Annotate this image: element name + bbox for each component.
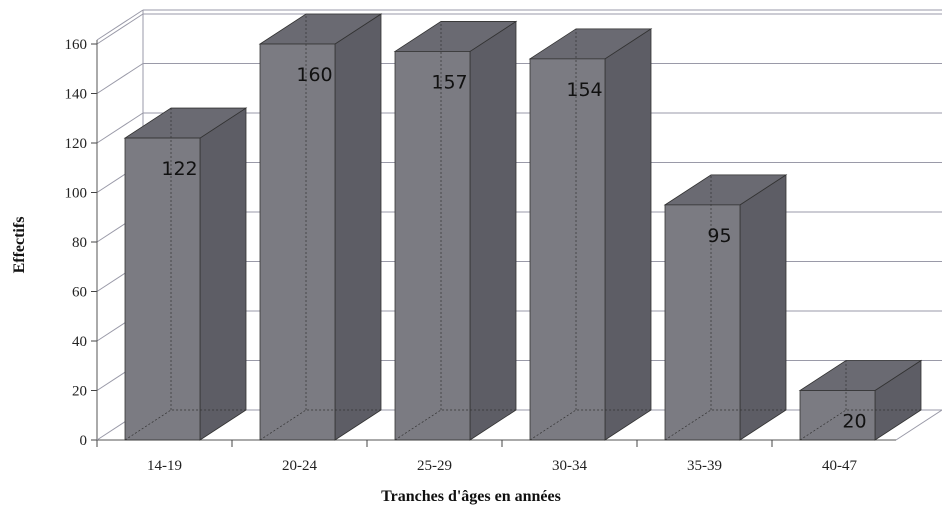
bar-side-face [604, 28, 652, 441]
side-wall-top-edge [96, 9, 144, 41]
x-tick-label: 20-24 [282, 458, 317, 474]
y-tick-label: 140 [65, 87, 88, 103]
bar-side-face [334, 13, 382, 441]
bar-hidden-edge [529, 409, 651, 441]
bar-side-face [739, 174, 787, 441]
bar-front-face [394, 51, 471, 441]
bar-hidden-edge [664, 409, 786, 441]
y-tick-label: 80 [72, 235, 87, 251]
bar-25-29: 157 [393, 20, 518, 441]
y-tick-label: 160 [65, 37, 88, 53]
bar-front-face [259, 43, 336, 441]
x-tick-label: 14-19 [147, 458, 182, 474]
y-tick-label: 120 [65, 136, 88, 152]
data-label: 122 [161, 158, 197, 180]
bar-hidden-edge [394, 409, 516, 441]
bar-front-face [529, 58, 606, 441]
bars: 122 160 157 154 95 20 [123, 13, 923, 441]
x-tick-label: 35-39 [687, 458, 722, 474]
data-label: 20 [842, 411, 866, 433]
bar-14-19: 122 [123, 107, 248, 441]
x-tick-label: 40-47 [822, 458, 857, 474]
bar-front-face [124, 137, 201, 441]
bar-side-face [469, 20, 517, 441]
y-tick-label: 20 [72, 384, 87, 400]
gridline [96, 63, 942, 94]
y-tick-label: 40 [72, 334, 87, 350]
gridline [96, 112, 942, 144]
bar-hidden-edge [799, 409, 921, 441]
bar-hidden-edge [124, 409, 246, 441]
x-tick-labels: 14-19 20-24 25-29 30-34 35-39 40-47 [147, 458, 857, 474]
floor-right-edge [895, 409, 942, 441]
data-label: 95 [707, 225, 731, 247]
x-axis-title: Tranches d'âges en années [381, 488, 561, 505]
y-tick-label: 100 [65, 186, 88, 202]
y-tick-label: 60 [72, 285, 87, 301]
bar-35-39: 95 [663, 174, 788, 441]
bar-20-24: 160 [258, 13, 383, 441]
y-tick-labels: 0 20 40 60 80 100 120 140 160 [65, 37, 88, 449]
y-tick-label: 0 [80, 433, 88, 449]
bar-40-47: 20 [798, 359, 923, 441]
bar-front-face [664, 204, 741, 441]
gridline [96, 13, 942, 45]
bar-side-face [199, 107, 247, 441]
bar-30-34: 154 [528, 28, 653, 441]
data-label: 160 [296, 64, 332, 86]
bar-hidden-edge [259, 409, 381, 441]
x-tick-label: 25-29 [417, 458, 452, 474]
data-label: 157 [431, 71, 467, 93]
data-label: 154 [566, 79, 602, 101]
y-axis-title: Effectifs [11, 217, 28, 274]
x-tick-label: 30-34 [552, 458, 587, 474]
